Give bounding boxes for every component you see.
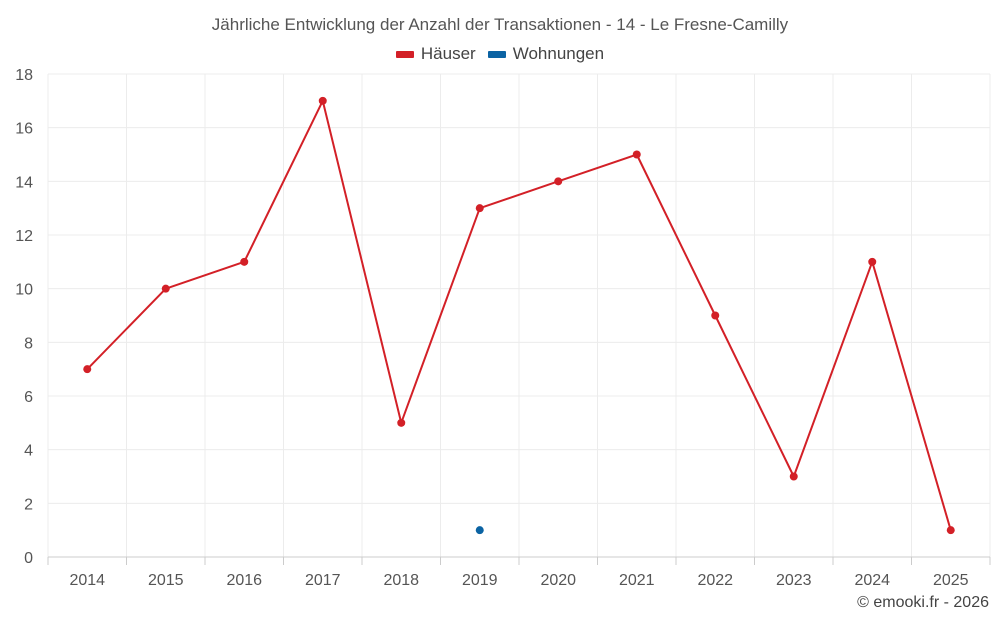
y-tick-label: 14 [15, 174, 33, 191]
y-tick-label: 8 [24, 335, 33, 352]
x-tick-label: 2014 [69, 572, 105, 589]
y-tick-label: 16 [15, 121, 33, 138]
legend: Häuser Wohnungen [0, 44, 1000, 64]
x-tick-label: 2018 [383, 572, 419, 589]
data-point-haeuser [554, 177, 563, 186]
series-layer [83, 96, 955, 535]
data-point-wohnungen [475, 526, 484, 535]
x-tick-label: 2015 [148, 572, 184, 589]
x-tick-label: 2023 [776, 572, 812, 589]
data-point-haeuser [711, 311, 720, 320]
data-point-haeuser [83, 365, 92, 374]
data-point-haeuser [632, 150, 641, 159]
x-tick-label: 2016 [226, 572, 262, 589]
x-tick-label: 2024 [854, 572, 890, 589]
axis-layer: 0 2 4 6 8 10 12 14 16 18 2014 2015 2016 2017 2018 2019 2… [15, 67, 991, 589]
legend-item-wohnungen[interactable]: Wohnungen [487, 44, 605, 64]
legend-swatch-wohnungen [487, 50, 506, 58]
data-point-haeuser [318, 96, 327, 105]
x-tick-label: 2021 [619, 572, 655, 589]
x-tick-label: 2020 [540, 572, 576, 589]
data-point-haeuser [240, 257, 249, 266]
x-tick-label: 2017 [305, 572, 341, 589]
data-point-haeuser [789, 472, 798, 481]
y-tick-label: 0 [24, 550, 33, 567]
x-tick-label: 2019 [462, 572, 498, 589]
legend-item-haeuser[interactable]: Häuser [395, 44, 476, 64]
grid-layer [47, 73, 991, 558]
chart-title: Jährliche Entwicklung der Anzahl der Tra… [211, 15, 789, 34]
data-point-haeuser [397, 418, 406, 427]
y-tick-label: 18 [15, 67, 33, 84]
data-point-haeuser [868, 257, 877, 266]
x-tick-label: 2022 [697, 572, 733, 589]
y-tick-label: 12 [15, 228, 33, 245]
y-tick-label: 2 [24, 496, 33, 513]
x-tick-label: 2025 [933, 572, 969, 589]
data-point-haeuser [161, 284, 170, 293]
y-tick-label: 6 [24, 389, 33, 406]
y-tick-label: 4 [24, 443, 33, 460]
y-tick-label: 10 [15, 282, 33, 299]
legend-label-haeuser: Häuser [420, 44, 476, 63]
legend-label-wohnungen: Wohnungen [512, 44, 605, 63]
data-point-haeuser [946, 526, 955, 535]
legend-swatch-haeuser [395, 50, 414, 58]
series-line-haeuser [86, 99, 952, 531]
credit-text: © emooki.fr - 2026 [857, 594, 989, 611]
data-point-haeuser [475, 204, 484, 213]
